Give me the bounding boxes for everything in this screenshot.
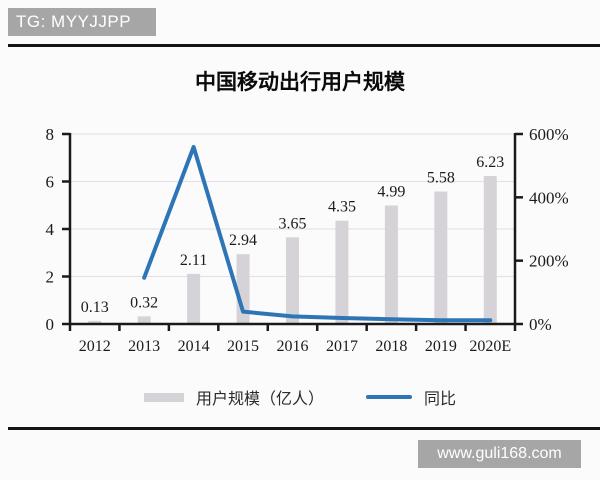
top-divider-line <box>8 44 600 47</box>
x-axis-tick-label: 2018 <box>375 338 407 355</box>
bar <box>335 220 349 324</box>
right-axis-tick-label: 200% <box>529 252 569 271</box>
bar-value-label: 4.35 <box>328 199 356 216</box>
right-axis-tick-label: 600% <box>529 125 569 144</box>
bar <box>187 273 201 324</box>
bottom-divider-line <box>8 427 600 430</box>
left-axis-tick-label: 0 <box>46 315 55 334</box>
legend-item-yoy: 同比 <box>366 385 456 409</box>
left-axis-tick-label: 2 <box>46 268 55 287</box>
bar-value-label: 0.32 <box>130 294 158 311</box>
tg-channel-badge: TG: MYYJJPP <box>8 8 156 36</box>
bar-value-label: 3.65 <box>279 215 307 232</box>
x-axis-tick-label: 2015 <box>227 338 259 355</box>
bar <box>434 191 448 324</box>
bar-value-label: 5.58 <box>427 169 455 186</box>
bar-value-label: 4.99 <box>377 183 405 200</box>
x-axis-tick-label: 2013 <box>128 338 160 355</box>
left-axis-tick-label: 6 <box>46 173 55 192</box>
bar <box>483 176 497 324</box>
bar-value-label: 2.11 <box>180 252 207 269</box>
bar <box>88 320 102 324</box>
x-axis-tick-label: 2017 <box>326 338 358 355</box>
legend-item-users: 用户规模（亿人） <box>143 385 324 409</box>
bar-value-label: 0.13 <box>81 299 109 316</box>
chart-title: 中国移动出行用户规模 <box>195 70 405 94</box>
x-axis-tick-label: 2012 <box>79 338 111 355</box>
legend-label-users: 用户规模（亿人） <box>195 389 324 408</box>
bar <box>286 237 299 324</box>
chart-legend: 用户规模（亿人） 同比 <box>0 385 600 409</box>
watermark-badge: www.guli168.com <box>418 440 581 468</box>
x-axis-tick-label: 2014 <box>178 338 210 355</box>
line-series-swatch-icon <box>366 395 412 399</box>
yoy-line <box>142 144 493 323</box>
bar-series-swatch-icon <box>143 392 184 402</box>
x-axis-tick-label: 2020E <box>469 338 511 355</box>
x-axis-tick-label: 2019 <box>425 338 457 355</box>
left-axis-tick-label: 8 <box>46 125 55 144</box>
x-axis-tick-label: 2016 <box>277 338 309 355</box>
bar-value-label: 2.94 <box>229 232 257 249</box>
right-axis-tick-label: 400% <box>529 188 569 207</box>
left-axis-tick-label: 4 <box>46 220 55 239</box>
right-axis-tick-label: 0% <box>529 315 552 334</box>
bar-value-label: 6.23 <box>476 154 504 171</box>
bar <box>384 205 398 324</box>
legend-label-yoy: 同比 <box>424 389 457 408</box>
bar <box>137 316 151 324</box>
